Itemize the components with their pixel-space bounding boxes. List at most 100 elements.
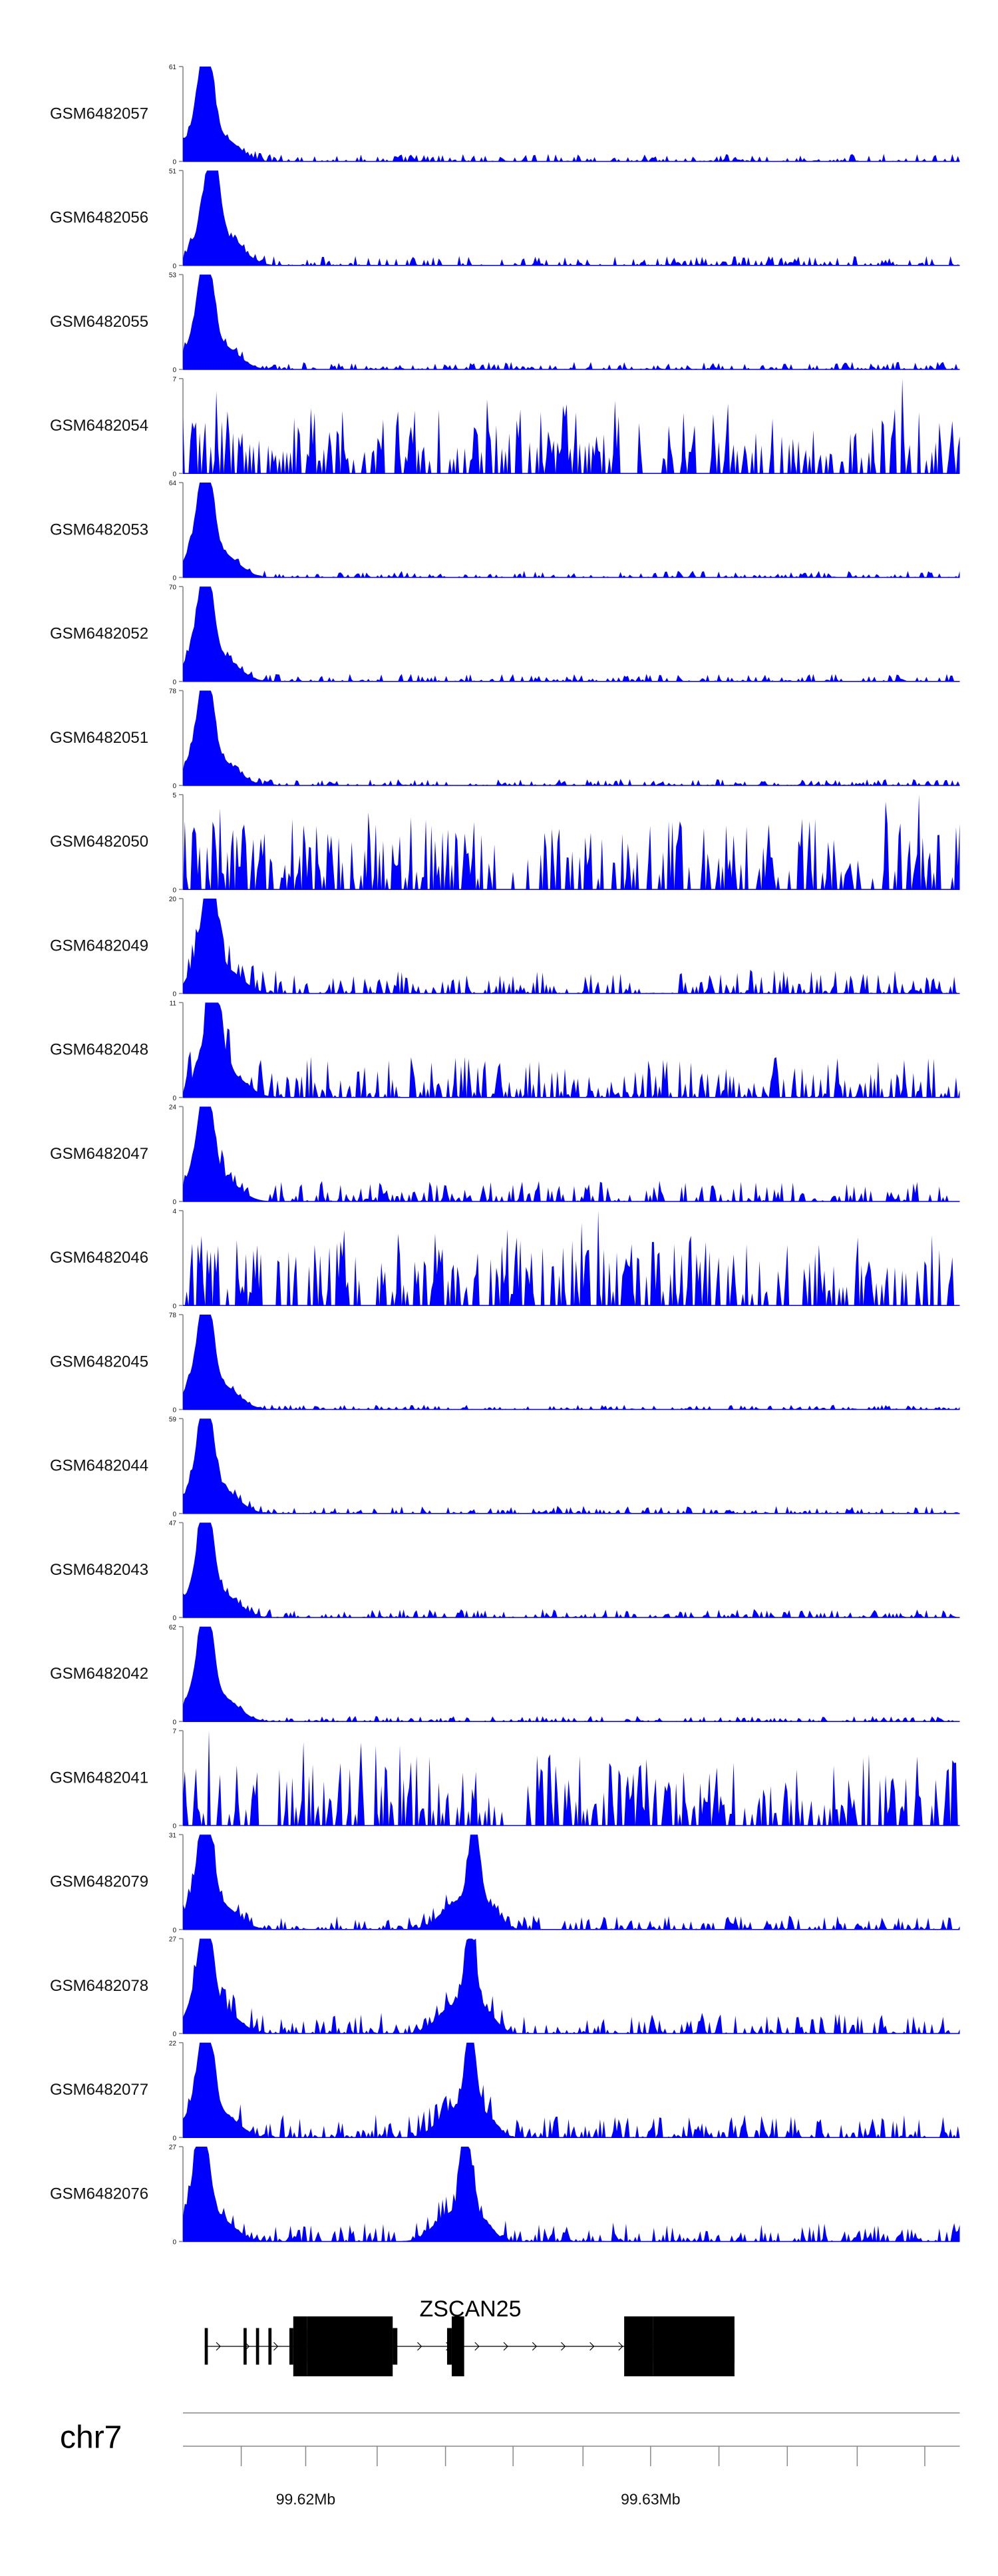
y-tick-label-min: 0 (172, 367, 176, 374)
track-GSM6482047: GSM6482047 24 0 (50, 1104, 960, 1206)
strand-chevron-icon (618, 2342, 623, 2351)
signal-area (183, 1418, 960, 1514)
exon-block (624, 2316, 653, 2376)
signal-area (183, 1522, 960, 1617)
signal-area (183, 67, 960, 162)
signal-area (183, 794, 960, 890)
signal-area (183, 274, 960, 369)
y-tick-label-min: 0 (172, 159, 176, 166)
y-tick-label-min: 0 (172, 1823, 176, 1830)
y-tick-label-max: 47 (169, 1520, 177, 1528)
track-GSM6482076: GSM6482076 27 0 (50, 2144, 960, 2247)
track-label: GSM6482043 (50, 1561, 148, 1579)
track-GSM6482049: GSM6482049 20 0 (50, 896, 960, 998)
axis-tick-label: 99.63Mb (621, 2491, 681, 2508)
strand-chevron-icon (474, 2342, 480, 2351)
y-tick-label-max: 22 (169, 2040, 177, 2047)
gene-name-label: ZSCAN25 (419, 2296, 521, 2322)
track-label: GSM6482046 (50, 1249, 148, 1267)
signal-tracks: GSM6482057610GSM6482056510GSM6482055530G… (50, 64, 960, 2247)
y-tick-label-min: 0 (172, 1511, 176, 1518)
strand-chevron-icon (560, 2342, 566, 2351)
y-tick-label-max: 7 (172, 1728, 176, 1735)
track-label: GSM6482057 (50, 105, 148, 122)
track-GSM6482051: GSM6482051 78 0 (50, 688, 960, 790)
track-GSM6482079: GSM6482079 31 0 (50, 1832, 960, 1934)
y-tick-label-max: 24 (169, 1104, 177, 1112)
utr-block (268, 2328, 272, 2365)
signal-area (183, 586, 960, 682)
track-GSM6482057: GSM6482057 61 0 (50, 64, 960, 166)
track-label: GSM6482056 (50, 209, 148, 227)
track-GSM6482052: GSM6482052 70 0 (50, 584, 960, 686)
y-tick-label-max: 64 (169, 480, 177, 487)
y-tick-label-min: 0 (172, 783, 176, 790)
track-label: GSM6482045 (50, 1353, 148, 1371)
track-GSM6482077: GSM6482077 22 0 (50, 2040, 960, 2142)
y-tick-label-min: 0 (172, 679, 176, 686)
y-tick-label-max: 59 (169, 1416, 177, 1423)
track-GSM6482055: GSM6482055 53 0 (50, 272, 960, 374)
signal-area (183, 1731, 960, 1826)
track-label: GSM6482053 (50, 521, 148, 538)
y-tick-label-min: 0 (172, 2135, 176, 2142)
y-tick-label-max: 51 (169, 168, 177, 175)
signal-area (183, 378, 960, 474)
y-tick-label-min: 0 (172, 263, 176, 270)
y-tick-label-min: 0 (172, 1719, 176, 1726)
axis-tick-label: 99.62Mb (276, 2491, 336, 2508)
track-GSM6482046: GSM6482046 4 0 (50, 1208, 960, 1310)
signal-area (183, 2147, 960, 2242)
signal-area (183, 2042, 960, 2138)
utr-block (255, 2328, 259, 2365)
y-tick-label-max: 53 (169, 272, 177, 280)
signal-area (183, 1106, 960, 1201)
track-label: GSM6482044 (50, 1457, 148, 1475)
y-tick-label-min: 0 (172, 1927, 176, 1934)
track-label: GSM6482077 (50, 2081, 148, 2099)
y-tick-label-min: 0 (172, 991, 176, 998)
exon-block (451, 2316, 464, 2376)
utr-block (289, 2328, 293, 2365)
y-tick-label-max: 27 (169, 1936, 177, 1944)
y-tick-label-max: 62 (169, 1624, 177, 1631)
track-GSM6482048: GSM6482048 11 0 (50, 1000, 960, 1102)
track-GSM6482056: GSM6482056 51 0 (50, 168, 960, 270)
signal-area (183, 899, 960, 994)
y-tick-label-min: 0 (172, 887, 176, 894)
signal-area (183, 483, 960, 578)
y-tick-label-max: 70 (169, 584, 177, 591)
signal-area (183, 1002, 960, 1098)
coding-block (653, 2329, 735, 2364)
y-tick-label-min: 0 (172, 1199, 176, 1206)
y-tick-label-max: 11 (170, 1000, 177, 1007)
signal-area (183, 690, 960, 785)
track-label: GSM6482049 (50, 937, 148, 955)
gene-model: ZSCAN25 (204, 2296, 735, 2376)
track-label: GSM6482054 (50, 417, 148, 435)
y-tick-label-min: 0 (172, 1095, 176, 1102)
strand-chevron-icon (589, 2342, 595, 2351)
track-label: GSM6482078 (50, 1977, 148, 1995)
track-GSM6482054: GSM6482054 7 0 (50, 376, 960, 478)
signal-area (183, 1834, 960, 1930)
signal-area (183, 1626, 960, 1722)
strand-chevron-icon (216, 2342, 221, 2351)
utr-block (446, 2328, 452, 2365)
y-tick-label-max: 4 (172, 1208, 176, 1215)
y-tick-label-min: 0 (172, 2031, 176, 2038)
track-label: GSM6482051 (50, 729, 148, 747)
track-label: GSM6482076 (50, 2185, 148, 2203)
y-tick-label-max: 5 (172, 792, 176, 799)
signal-area (183, 170, 960, 266)
track-label: GSM6482055 (50, 313, 148, 331)
y-tick-label-min: 0 (172, 1615, 176, 1622)
track-label: GSM6482052 (50, 625, 148, 643)
signal-area (183, 1938, 960, 2034)
track-label: GSM6482050 (50, 833, 148, 851)
signal-area (183, 1210, 960, 1306)
track-GSM6482045: GSM6482045 78 0 (50, 1312, 960, 1414)
strand-chevron-icon (416, 2342, 422, 2351)
y-tick-label-max: 7 (172, 376, 176, 383)
